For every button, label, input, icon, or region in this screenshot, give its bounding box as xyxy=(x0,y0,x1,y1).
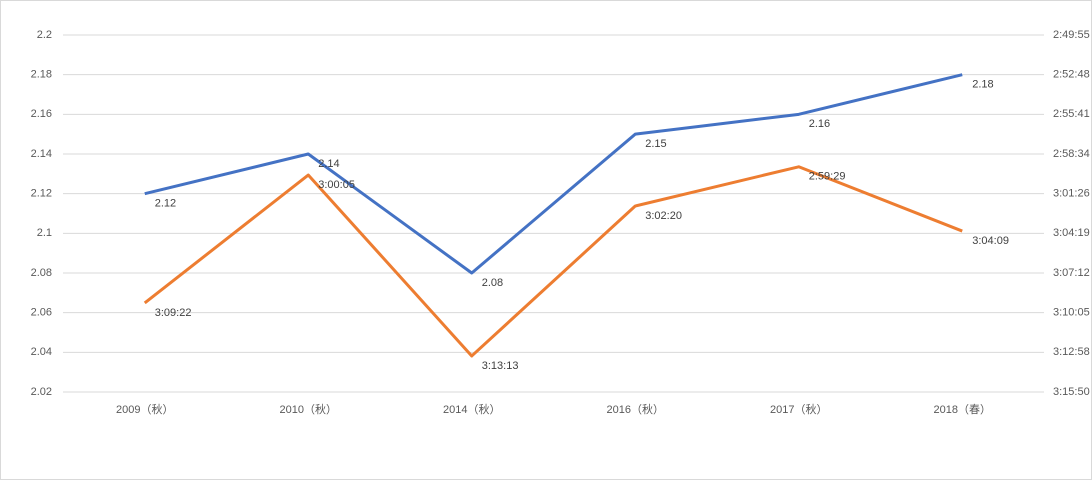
x-tick-label: 2016（秋） xyxy=(607,402,664,416)
data-label: 3:04:09 xyxy=(972,235,1009,247)
data-label: 2.14 xyxy=(318,158,339,170)
data-label: 3:00:05 xyxy=(318,179,355,191)
y2-tick-label: 3:12:58 xyxy=(1053,346,1090,358)
y2-tick-label: 2:55:41 xyxy=(1053,108,1090,120)
y2-tick-label: 3:10:05 xyxy=(1053,307,1090,319)
data-label: 3:02:20 xyxy=(645,210,682,222)
x-tick-label: 2014（秋） xyxy=(443,402,500,416)
series-line xyxy=(144,73,963,275)
data-label: 2.15 xyxy=(645,138,666,150)
y-tick-label: 2.06 xyxy=(31,307,52,319)
y-tick-label: 2.14 xyxy=(31,148,52,160)
series-line xyxy=(143,165,963,358)
data-label: 3:13:13 xyxy=(482,360,519,372)
y-tick-label: 2.1 xyxy=(37,227,52,239)
y2-tick-label: 3:01:26 xyxy=(1053,188,1090,200)
x-tick-label: 2017（秋） xyxy=(770,402,827,416)
y-tick-label: 2.16 xyxy=(31,108,52,120)
y2-tick-label: 2:58:34 xyxy=(1053,148,1090,160)
y2-tick-label: 3:15:50 xyxy=(1053,386,1090,398)
y2-tick-label: 2:52:48 xyxy=(1053,69,1090,81)
y-tick-label: 2.04 xyxy=(31,346,52,358)
data-label: 2.16 xyxy=(809,118,830,130)
data-label: 2:59:29 xyxy=(809,171,846,183)
data-label: 3:09:22 xyxy=(155,307,192,319)
data-label: 2.08 xyxy=(482,277,503,289)
x-tick-label: 2009（秋） xyxy=(116,402,173,416)
x-tick-label: 2018（春） xyxy=(934,403,991,416)
x-tick-label: 2010（秋） xyxy=(280,402,337,416)
y-tick-label: 2.02 xyxy=(31,386,52,398)
y-tick-label: 2.18 xyxy=(31,69,52,81)
y2-tick-label: 2:49:55 xyxy=(1053,29,1090,41)
y-tick-label: 2.08 xyxy=(31,267,52,279)
data-label: 2.18 xyxy=(972,79,993,91)
y2-tick-label: 3:04:19 xyxy=(1053,227,1090,239)
data-label: 2.12 xyxy=(155,198,176,210)
y2-tick-label: 3:07:12 xyxy=(1053,267,1090,279)
y-tick-label: 2.2 xyxy=(37,29,52,41)
y-tick-label: 2.12 xyxy=(31,188,52,200)
